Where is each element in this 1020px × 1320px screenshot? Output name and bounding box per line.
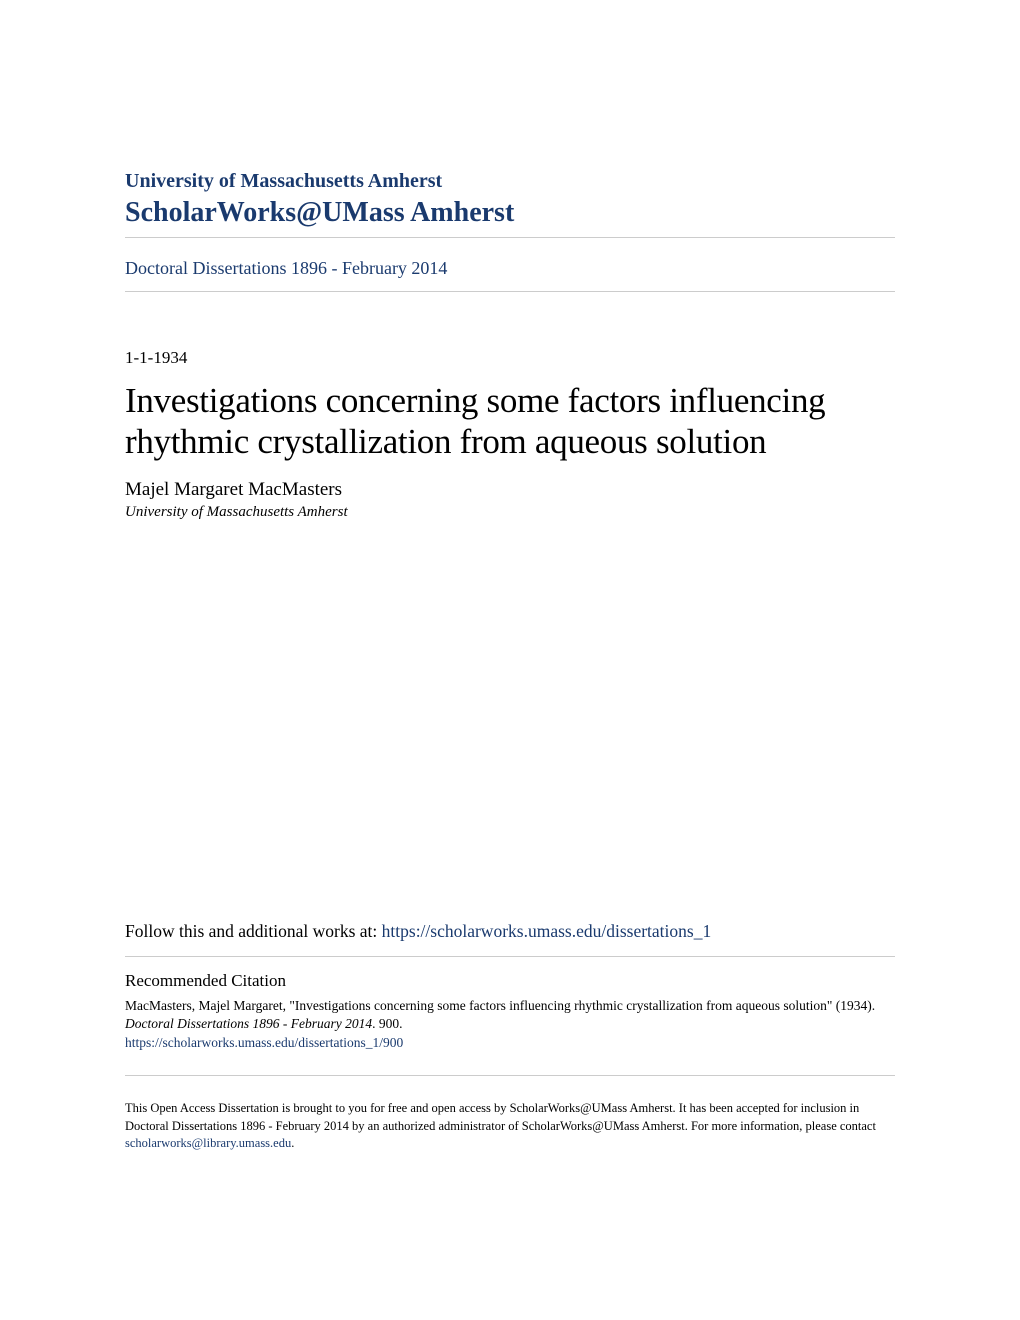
footer-block: This Open Access Dissertation is brought… bbox=[125, 1100, 895, 1153]
footer-text: This Open Access Dissertation is brought… bbox=[125, 1101, 876, 1133]
citation-text: MacMasters, Majel Margaret, "Investigati… bbox=[125, 997, 895, 1033]
contact-email-link[interactable]: scholarworks@library.umass.edu bbox=[125, 1136, 291, 1150]
citation-part1: MacMasters, Majel Margaret, "Investigati… bbox=[125, 998, 875, 1013]
footer-period: . bbox=[291, 1136, 294, 1150]
follow-block: Follow this and additional works at: htt… bbox=[125, 921, 895, 957]
citation-url-link[interactable]: https://scholarworks.umass.edu/dissertat… bbox=[125, 1035, 895, 1051]
citation-part2: . 900. bbox=[372, 1016, 402, 1031]
university-name[interactable]: University of Massachusetts Amherst bbox=[125, 170, 895, 193]
document-title: Investigations concerning some factors i… bbox=[125, 380, 895, 463]
follow-link[interactable]: https://scholarworks.umass.edu/dissertat… bbox=[382, 921, 712, 941]
citation-heading: Recommended Citation bbox=[125, 971, 895, 991]
repository-name[interactable]: ScholarWorks@UMass Amherst bbox=[125, 197, 895, 229]
publication-date: 1-1-1934 bbox=[125, 348, 895, 368]
citation-block: Recommended Citation MacMasters, Majel M… bbox=[125, 971, 895, 1076]
citation-series: Doctoral Dissertations 1896 - February 2… bbox=[125, 1016, 372, 1031]
follow-label: Follow this and additional works at: bbox=[125, 921, 382, 941]
author-affiliation: University of Massachusetts Amherst bbox=[125, 504, 895, 521]
breadcrumb-block: Doctoral Dissertations 1896 - February 2… bbox=[125, 246, 895, 292]
author-name: Majel Margaret MacMasters bbox=[125, 479, 895, 501]
header-block: University of Massachusetts Amherst Scho… bbox=[125, 170, 895, 238]
collection-link[interactable]: Doctoral Dissertations 1896 - February 2… bbox=[125, 258, 447, 278]
